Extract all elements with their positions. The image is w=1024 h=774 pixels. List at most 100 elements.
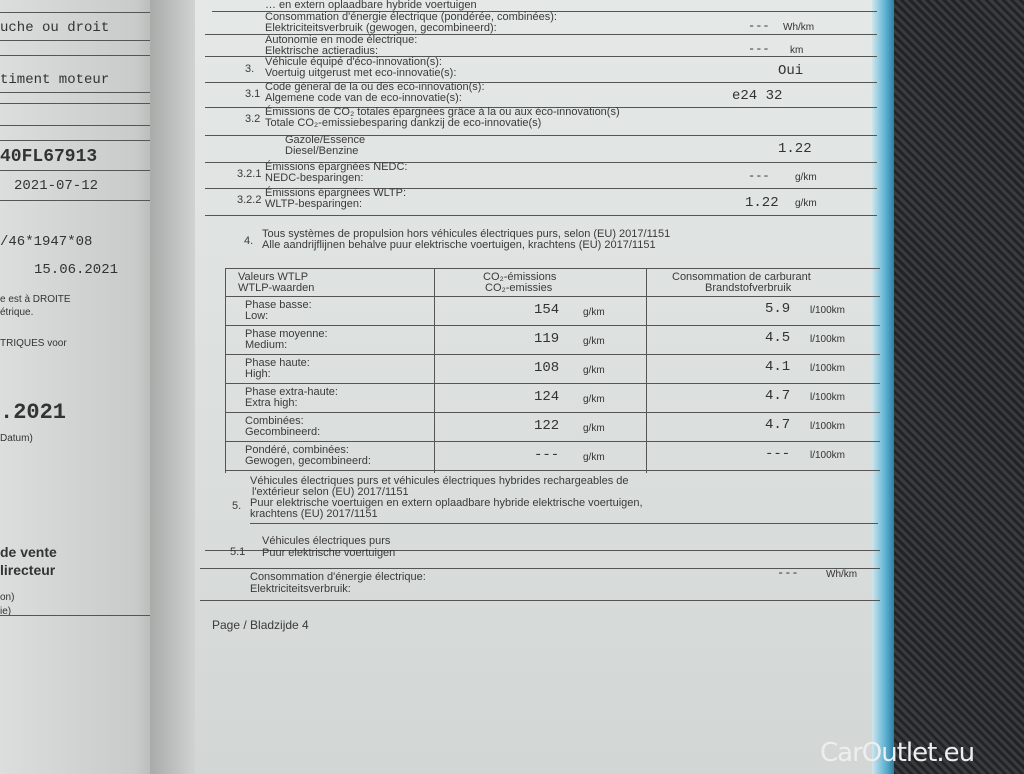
fuel-value: 4.5: [765, 330, 791, 346]
co2-value: 119: [534, 331, 560, 347]
table-header-divider: [225, 296, 880, 297]
table-header-fr: Consommation de carburant: [672, 271, 811, 283]
page-edge: [872, 0, 894, 774]
row-label-nl: Totale CO₂-emissiebesparing dankzij de e…: [265, 117, 542, 129]
table-row-label-nl: Gewogen, gecombineerd:: [245, 455, 371, 467]
rule-line: [250, 523, 878, 524]
row-label-fr: Consommation d'énergie électrique (pondé…: [265, 11, 557, 23]
row-label-fr: Émissions de CO₂ totales épargnées grâce…: [265, 106, 620, 118]
left-page-text: e est à DROITE: [0, 294, 71, 305]
row-number: 3.2.2: [237, 194, 262, 206]
co2-unit: g/km: [583, 394, 605, 405]
table-row-divider: [225, 325, 880, 326]
row-unit: km: [790, 45, 804, 56]
fuel-value: 4.7: [765, 417, 791, 433]
row-value: ---: [748, 169, 770, 183]
row-unit: Wh/km: [783, 22, 815, 33]
fuel-unit: l/100km: [810, 421, 846, 432]
watermark-logo: CarOutlet.eu: [820, 738, 975, 768]
left-page-text: de vente: [0, 544, 57, 560]
left-page-rule: [0, 140, 150, 141]
left-page-text: timent moteur: [0, 72, 110, 88]
left-page-text: /46*1947*08: [0, 234, 93, 250]
section4-nl: Alle aandrijflijnen behalve puur elektri…: [262, 239, 656, 251]
fuel-unit: l/100km: [810, 392, 846, 403]
background-fabric: [880, 0, 1024, 774]
row-divider: [205, 82, 877, 83]
fuel-value: 4.1: [765, 359, 791, 375]
row-label-fr: Autonomie en mode électrique:: [265, 34, 418, 46]
co2-unit: g/km: [583, 452, 605, 463]
book-gutter: [150, 0, 200, 774]
row-label-nl: Elektriciteitsverbruik (gewogen, gecombi…: [265, 22, 497, 34]
row-divider: [205, 107, 877, 108]
row-label-nl: NEDC-besparingen:: [265, 172, 364, 184]
left-page-text: on): [0, 592, 15, 603]
left-page-rule: [0, 200, 150, 201]
rule-line: [205, 550, 880, 551]
row-value: e24 32: [732, 88, 783, 104]
fuel-value: 5.9: [765, 301, 791, 317]
row-number: 3.2: [245, 113, 261, 125]
page-footer: Page / Bladzijde 4: [212, 618, 309, 632]
left-page-rule: [0, 103, 150, 104]
fuel-unit: l/100km: [810, 305, 846, 316]
row-label-fr: Véhicule équipé d'éco-innovation(s):: [265, 56, 442, 68]
table-row-label-fr: Phase basse:: [245, 299, 312, 311]
table-row-divider: [225, 354, 880, 355]
table-row-label-fr: Phase extra-haute:: [245, 386, 338, 398]
row-label-fr: Émissions épargnées NEDC:: [265, 161, 408, 173]
row-divider: [205, 135, 877, 136]
row-number: 3.1: [245, 88, 261, 100]
row-label-fr: Gazole/Essence: [285, 134, 366, 146]
fuel-value: 4.7: [765, 388, 791, 404]
table-row-divider: [225, 412, 880, 413]
table-row-label-fr: Phase haute:: [245, 357, 310, 369]
table-row-label-nl: Medium:: [245, 339, 288, 351]
document-page: [195, 0, 880, 774]
table-header-fr: Valeurs WTLP: [238, 271, 309, 283]
table-row-label-fr: Phase moyenne:: [245, 328, 328, 340]
left-page-rule: [0, 170, 150, 171]
left-page: [0, 0, 160, 774]
row-label-nl: Algemene code van de eco-innovatie(s):: [265, 92, 462, 104]
section5-text: krachtens (EU) 2017/1151: [250, 508, 378, 520]
section-number: 5.: [232, 500, 242, 512]
co2-unit: g/km: [583, 365, 605, 376]
table-column-divider: [646, 268, 647, 473]
row-value: ---: [748, 42, 770, 56]
row-divider: [205, 162, 877, 163]
cut-off-text: … en extern oplaadbare hybride voertuige…: [265, 0, 477, 11]
row-number: 3.2.1: [237, 168, 262, 180]
fuel-unit: l/100km: [810, 334, 846, 345]
fuel-value: ---: [765, 446, 791, 462]
section5-text: Puur elektrische voertuigen en extern op…: [250, 497, 643, 509]
elec-unit: Wh/km: [826, 569, 858, 580]
row-value: 1.22: [745, 195, 779, 211]
left-page-text: 2021-07-12: [14, 178, 99, 194]
co2-unit: g/km: [583, 336, 605, 347]
table-header-fr: CO₂-émissions: [483, 271, 557, 283]
table-row-label-nl: High:: [245, 368, 271, 380]
co2-unit: g/km: [583, 307, 605, 318]
row-unit: g/km: [795, 198, 817, 209]
row-divider: [205, 56, 877, 57]
table-header-nl: WTLP-waarden: [238, 282, 315, 294]
left-page-rule: [0, 92, 150, 93]
left-page-rule: [0, 40, 150, 41]
left-page-rule: [0, 12, 150, 13]
table-row-divider: [225, 470, 880, 471]
table-row-label-fr: Pondéré, combinées:: [245, 444, 349, 456]
left-page-text: .2021: [0, 400, 67, 425]
table-column-divider: [225, 268, 226, 473]
row-divider: [205, 215, 877, 216]
row-label-nl: WLTP-besparingen:: [265, 198, 363, 210]
left-page-text: 15.06.2021: [34, 262, 119, 278]
elec-label-fr: Consommation d'énergie électrique:: [250, 571, 426, 583]
left-page-text: étrique.: [0, 307, 34, 318]
section-number: 5.1: [230, 546, 246, 558]
co2-value: 154: [534, 302, 560, 318]
left-page-text: Datum): [0, 433, 33, 444]
table-top-border: [225, 268, 880, 269]
fuel-unit: l/100km: [810, 363, 846, 374]
